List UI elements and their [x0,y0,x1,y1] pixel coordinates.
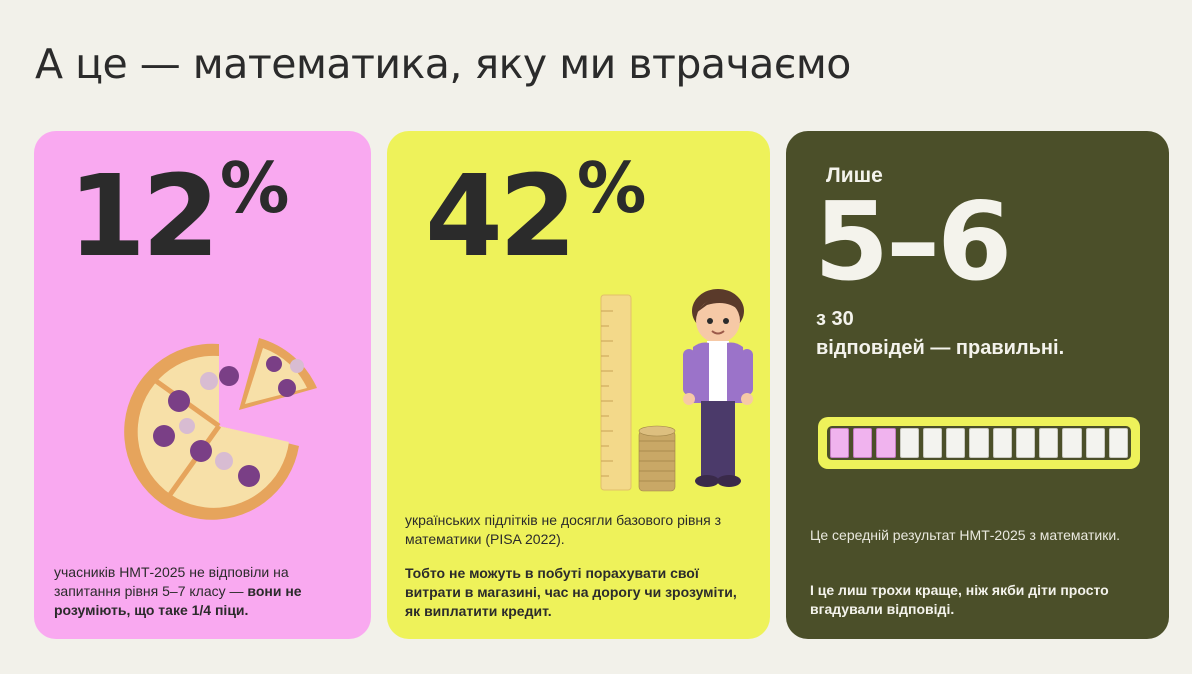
progress-meter-track [827,426,1131,460]
stat-card-pisa: 42% [387,131,770,639]
progress-segment-empty [1085,428,1105,458]
progress-segment-empty [946,428,966,458]
score-subtitle-1: з 30 [816,308,854,330]
progress-segment-filled [876,428,896,458]
progress-segment-empty [992,428,1012,458]
progress-segment-filled [853,428,873,458]
score-subtitle-2: відповідей — правильні. [816,337,1065,359]
pizza-icon [124,338,317,520]
stat-description: Це середній результат НМТ-2025 з математ… [810,527,1121,543]
percent-sign: % [219,149,290,229]
stat-card-pizza: 12% учасників НМТ-2025 не відповіли на з [34,131,371,639]
stat-card-nmt-score: Лише 5–6 з 30 відповідей — правильні. Це… [786,131,1169,639]
student-with-ruler-and-coins-icon [600,289,753,492]
stat-number-42: 42% [425,154,646,273]
lead-text: Лише [826,164,883,187]
progress-segment-empty [922,428,943,458]
progress-segment-empty [1015,428,1036,458]
stat-description: учасників НМТ-2025 не відповіли на запит… [54,563,354,620]
stat-number-value: 12 [68,152,220,282]
stat-description: українських підлітків не досягли базовог… [405,512,722,547]
stat-number-12: 12% [68,154,289,273]
progress-segment-empty [969,428,989,458]
stat-description-bold: вони не розуміють, що таке 1/4 піци. [54,583,302,618]
progress-segment-filled [830,428,850,458]
score-range: 5–6 [814,180,1012,305]
progress-segment-empty [1108,428,1129,458]
progress-segment-empty [1062,428,1082,458]
percent-sign: % [576,149,647,229]
stat-number-value: 42 [425,152,577,282]
progress-meter [818,417,1140,469]
stat-explanation: Тобто не можуть в побуті порахувати свої… [405,565,737,619]
stat-explanation: І це лиш трохи краще, ніж якби діти прос… [810,582,1109,617]
progress-segment-empty [899,428,919,458]
stat-description-regular: учасників НМТ-2025 не відповіли на запит… [54,564,289,599]
page-title: А це — математика, яку ми втрачаємо [35,40,851,88]
progress-segment-empty [1039,428,1059,458]
